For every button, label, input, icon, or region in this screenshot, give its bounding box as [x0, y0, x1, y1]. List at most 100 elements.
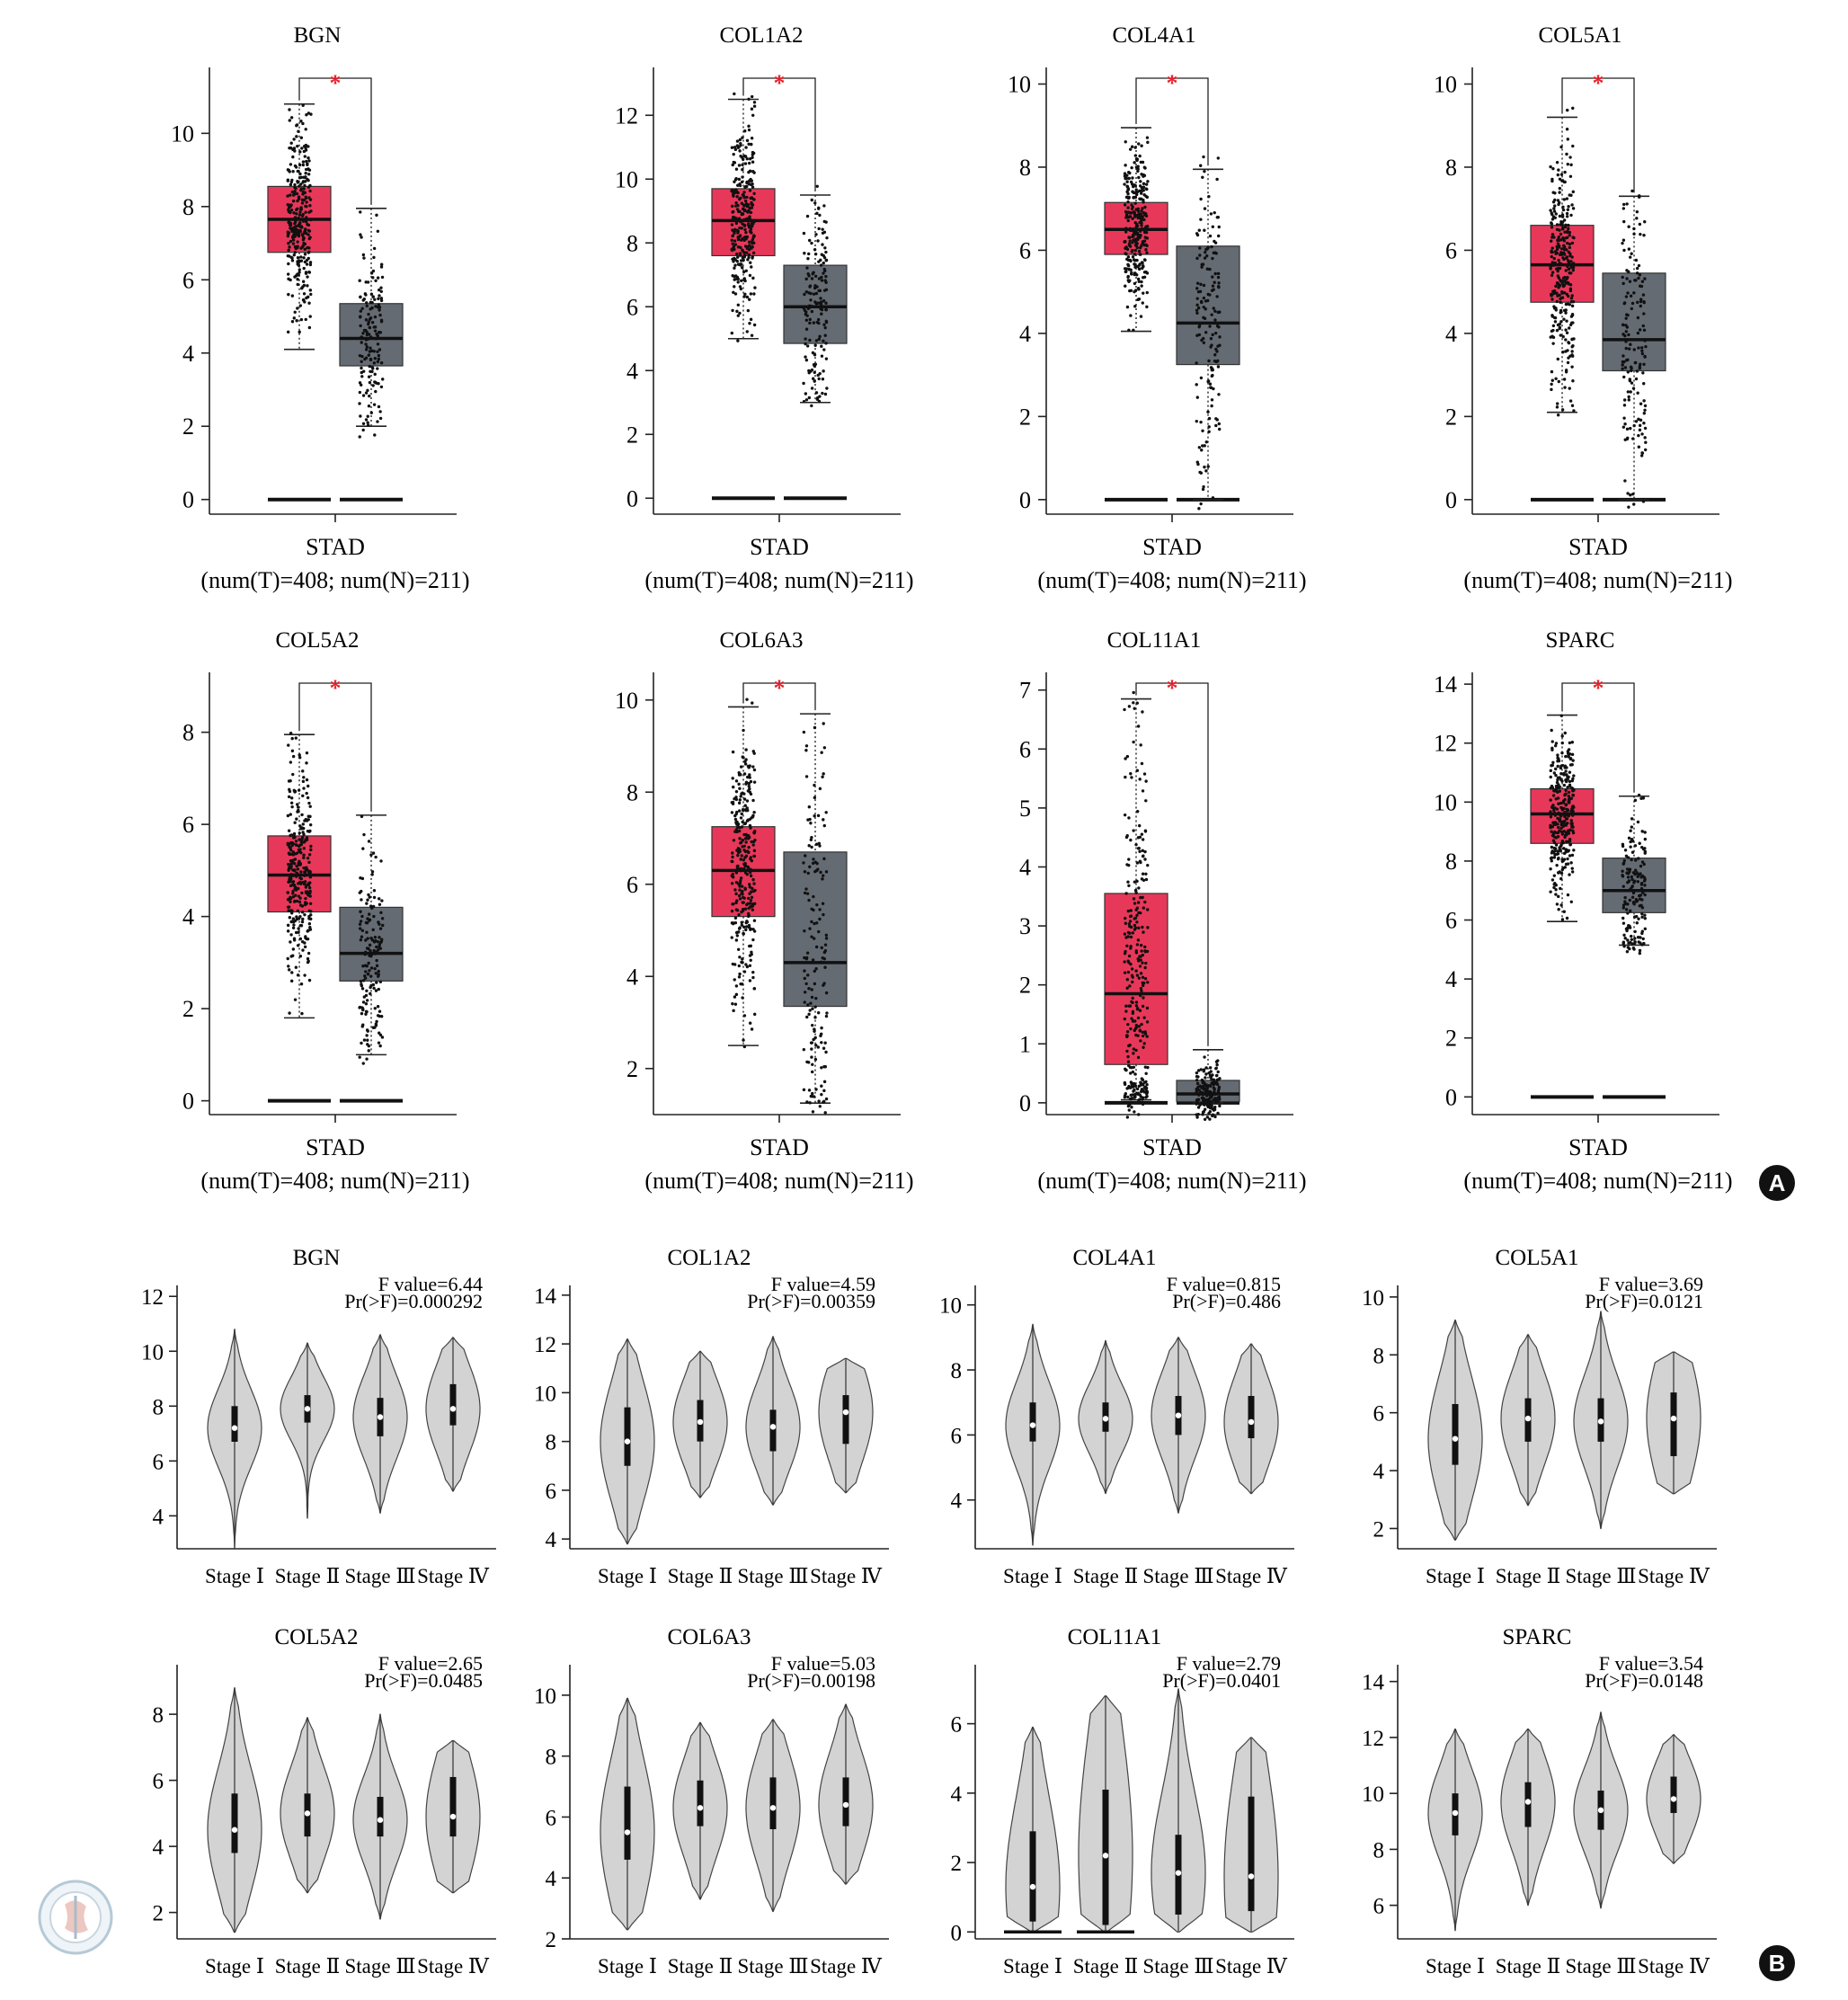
data-point — [813, 1036, 817, 1040]
data-point — [1633, 360, 1637, 365]
data-point — [1125, 944, 1129, 947]
data-point — [365, 902, 369, 905]
data-point — [1138, 220, 1142, 225]
data-point — [1138, 955, 1142, 958]
data-point — [378, 927, 383, 930]
y-tick-label: 6 — [1019, 237, 1031, 263]
data-point — [751, 701, 754, 705]
data-point — [1195, 311, 1199, 316]
data-point — [1128, 244, 1133, 248]
data-point — [811, 1110, 815, 1114]
data-point — [298, 221, 302, 225]
data-point — [1553, 320, 1558, 324]
data-point — [1632, 889, 1636, 893]
data-point — [377, 404, 381, 409]
data-point — [805, 1015, 809, 1019]
data-point — [749, 210, 753, 215]
data-point — [295, 191, 299, 196]
data-point — [1201, 444, 1204, 448]
data-point — [374, 279, 378, 282]
violin-median-dot — [1029, 1883, 1036, 1890]
data-point — [1142, 772, 1147, 776]
data-point — [376, 333, 380, 338]
data-point — [1145, 136, 1150, 139]
data-point — [1551, 191, 1555, 194]
data-point — [289, 833, 294, 837]
y-tick-label: 10 — [1362, 1782, 1384, 1807]
data-point — [377, 357, 381, 361]
data-point — [360, 929, 365, 932]
data-point — [1550, 298, 1554, 301]
data-point — [306, 245, 309, 250]
data-point — [1634, 377, 1639, 381]
y-tick-label: 10 — [534, 1684, 556, 1709]
data-point — [752, 919, 757, 922]
data-point — [737, 893, 742, 898]
data-point — [1563, 866, 1567, 869]
data-point — [1639, 284, 1644, 289]
data-point — [1130, 1097, 1133, 1100]
data-point — [740, 792, 743, 796]
data-point — [1136, 286, 1141, 290]
y-tick-label: 12 — [534, 1333, 556, 1357]
normal-box — [1602, 189, 1666, 509]
data-point — [1626, 492, 1630, 495]
data-point — [1137, 175, 1141, 180]
data-point — [303, 300, 307, 304]
data-point — [1625, 277, 1629, 280]
data-point — [1565, 236, 1569, 239]
violin-stage-4: Stage Ⅳ — [417, 1337, 490, 1587]
data-point — [822, 339, 825, 343]
data-point — [308, 315, 312, 318]
data-point — [1138, 859, 1142, 863]
data-point — [825, 387, 829, 390]
data-point — [1139, 212, 1142, 216]
data-point — [1550, 218, 1555, 221]
data-point — [1130, 967, 1134, 971]
data-point — [302, 776, 306, 779]
data-point — [1555, 299, 1559, 304]
y-tick-label: 4 — [951, 1782, 963, 1807]
data-point — [820, 946, 823, 950]
data-point — [813, 379, 816, 383]
data-point — [1126, 1054, 1130, 1059]
data-point — [742, 1044, 747, 1049]
data-point — [743, 155, 748, 158]
normal-iqr-box — [1176, 245, 1240, 366]
data-point — [1145, 1006, 1150, 1010]
data-point — [360, 1007, 365, 1010]
data-point — [1215, 295, 1219, 298]
data-point — [1123, 182, 1126, 186]
data-point — [359, 938, 363, 942]
data-point — [301, 219, 306, 223]
data-point — [1624, 854, 1629, 858]
data-point — [732, 152, 735, 156]
data-point — [1123, 203, 1127, 207]
data-point — [1143, 1065, 1148, 1069]
data-point — [1203, 207, 1207, 210]
data-point — [1567, 341, 1571, 345]
data-point — [289, 920, 294, 924]
data-point — [1143, 849, 1147, 854]
data-point — [750, 137, 754, 140]
data-point — [815, 861, 819, 866]
data-point — [752, 241, 756, 244]
significance-star: * — [1593, 70, 1604, 96]
data-point — [308, 829, 312, 833]
data-point — [737, 947, 741, 951]
data-point — [1137, 886, 1141, 890]
y-tick-label: 0 — [1019, 487, 1031, 513]
data-point — [300, 1011, 304, 1016]
violin-stage-4: Stage Ⅳ — [810, 1357, 883, 1587]
data-point — [1216, 310, 1220, 315]
data-point — [295, 851, 299, 855]
data-point — [746, 866, 751, 869]
data-point — [359, 210, 362, 214]
data-point — [732, 209, 735, 214]
data-point — [1564, 281, 1568, 285]
data-point — [308, 814, 312, 819]
data-point — [813, 370, 816, 375]
data-point — [293, 869, 297, 873]
data-point — [368, 912, 371, 916]
